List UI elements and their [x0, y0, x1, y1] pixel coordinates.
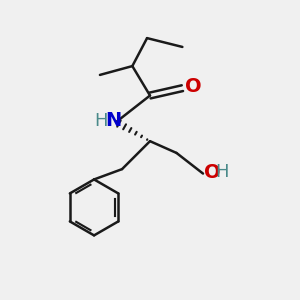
Text: N: N — [106, 111, 122, 130]
Text: O: O — [205, 163, 221, 182]
Text: H: H — [94, 112, 108, 130]
Text: H: H — [215, 163, 229, 181]
Text: O: O — [185, 77, 202, 96]
